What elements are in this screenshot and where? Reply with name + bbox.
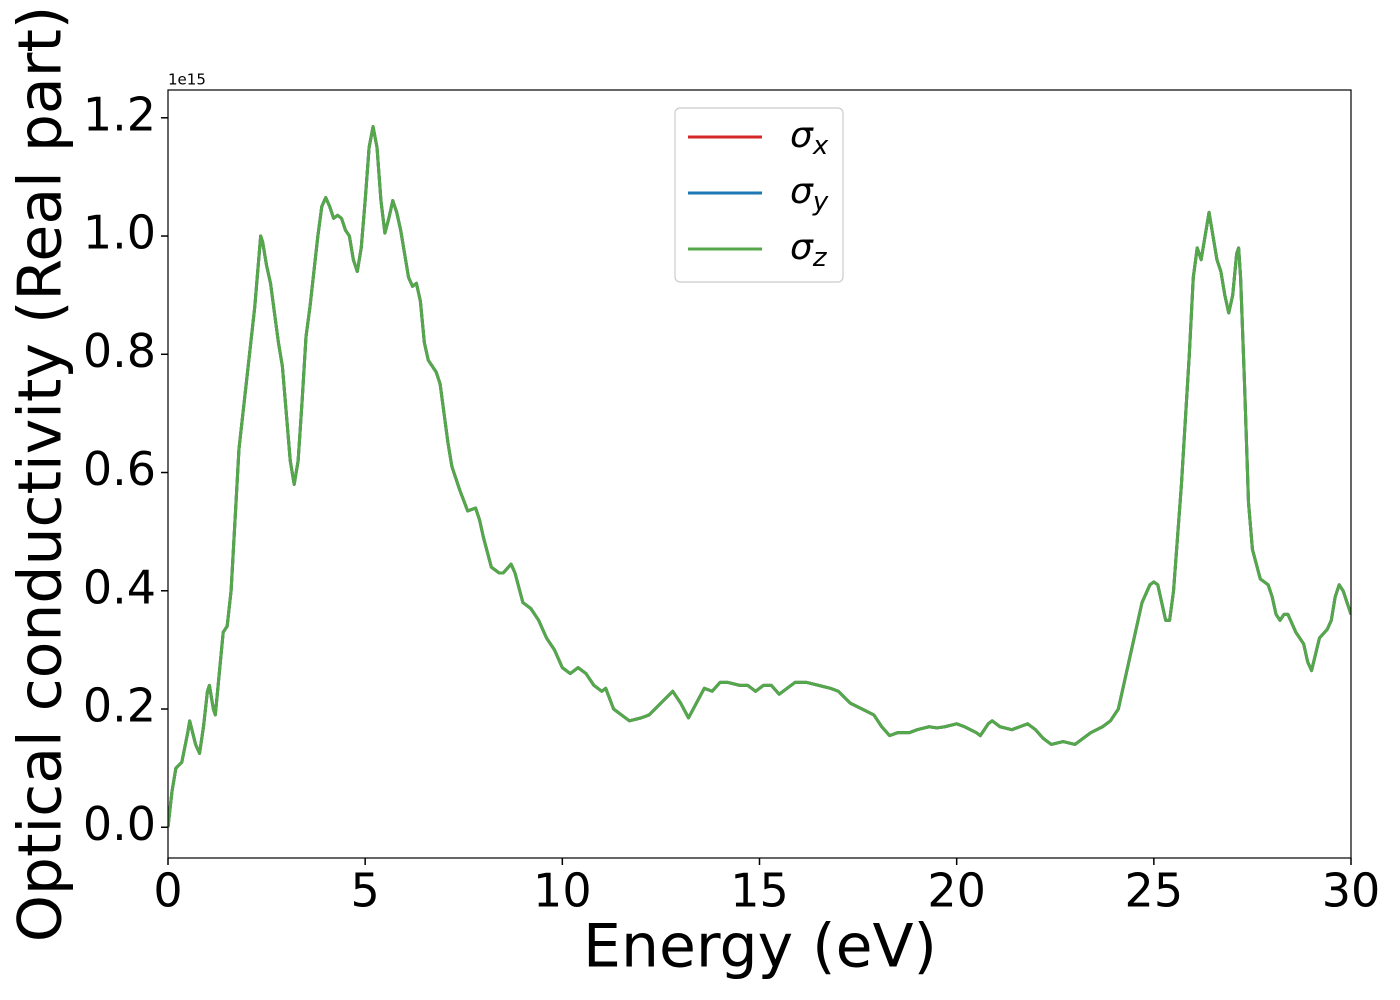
x-tick-label: 15 [730, 864, 789, 918]
y-tick-label: 1.2 [83, 87, 156, 141]
plot-frame [167, 89, 1352, 859]
y-tick-label: 1.0 [83, 206, 156, 260]
x-tick-label: 20 [927, 864, 986, 918]
y-tick-label: 0.0 [83, 797, 156, 851]
legend-label: σz [790, 227, 828, 273]
legend-label: σy [790, 171, 829, 217]
legend-box [674, 107, 844, 283]
x-tick-label: 30 [1322, 864, 1381, 918]
y-tick-label: 0.2 [83, 679, 156, 733]
y-tick-label: 0.8 [83, 324, 156, 378]
y-offset-label: 1e15 [168, 71, 206, 89]
x-tick-label: 5 [351, 864, 380, 918]
y-tick-label: 0.6 [83, 442, 156, 496]
x-axis-label: Energy (eV) [583, 912, 937, 982]
x-tick-label: 25 [1125, 864, 1184, 918]
x-tick-label: 10 [533, 864, 592, 918]
legend-label: σx [790, 115, 829, 161]
series-line [168, 125, 1351, 828]
y-tick-label: 0.4 [83, 560, 156, 614]
x-tick-label: 0 [153, 864, 182, 918]
y-axis-label: Optical conductivity (Real part) [6, 6, 76, 943]
